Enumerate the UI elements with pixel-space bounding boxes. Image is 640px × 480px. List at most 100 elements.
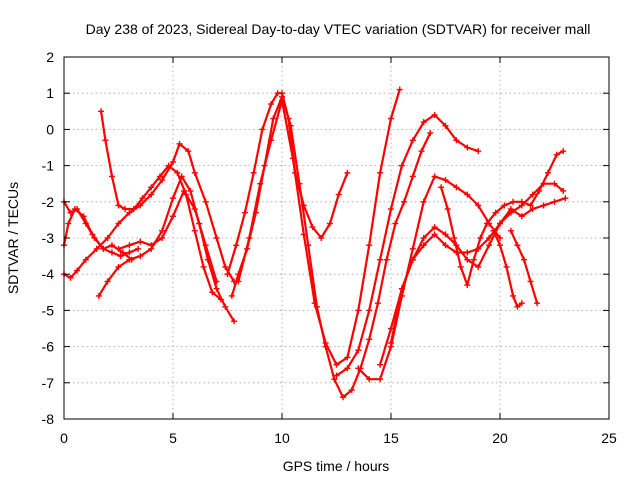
data-point bbox=[518, 213, 525, 220]
y-tick-label: 0 bbox=[46, 121, 54, 137]
data-point bbox=[268, 137, 275, 144]
data-point bbox=[438, 184, 445, 191]
series-arc-10 bbox=[333, 111, 482, 379]
data-point bbox=[333, 361, 340, 368]
data-point bbox=[318, 235, 325, 241]
data-point bbox=[137, 253, 144, 260]
series-line bbox=[237, 88, 401, 366]
data-point bbox=[409, 256, 416, 263]
data-point bbox=[137, 202, 144, 209]
data-point bbox=[187, 187, 194, 194]
data-point bbox=[503, 263, 510, 270]
data-point bbox=[331, 376, 338, 383]
data-point bbox=[486, 242, 493, 249]
data-point bbox=[392, 220, 399, 227]
data-point bbox=[108, 249, 115, 256]
data-point bbox=[126, 249, 133, 256]
data-point bbox=[374, 300, 381, 307]
data-point bbox=[246, 235, 253, 241]
y-tick-label: -5 bbox=[42, 302, 55, 318]
data-point bbox=[71, 206, 78, 213]
data-point bbox=[250, 169, 257, 176]
data-point bbox=[427, 130, 434, 137]
data-point bbox=[366, 242, 373, 249]
data-point bbox=[344, 169, 351, 176]
data-point bbox=[137, 238, 144, 245]
data-point bbox=[126, 256, 133, 263]
data-point bbox=[228, 292, 235, 299]
data-point bbox=[135, 245, 142, 252]
data-point bbox=[333, 372, 340, 379]
data-point bbox=[213, 285, 220, 292]
data-point bbox=[115, 202, 122, 209]
data-point bbox=[527, 278, 534, 285]
data-point bbox=[442, 122, 449, 129]
data-point bbox=[355, 307, 362, 314]
data-point bbox=[514, 303, 521, 310]
data-point bbox=[100, 245, 107, 252]
x-tick-label: 15 bbox=[383, 430, 399, 446]
data-point bbox=[170, 158, 176, 165]
data-point bbox=[98, 108, 105, 115]
data-point bbox=[366, 307, 373, 314]
data-point bbox=[464, 249, 471, 256]
data-point bbox=[235, 278, 242, 285]
series-line bbox=[99, 110, 223, 301]
data-point bbox=[224, 271, 231, 278]
data-point bbox=[139, 195, 146, 202]
data-point bbox=[551, 198, 558, 205]
data-point bbox=[398, 285, 405, 292]
data-point bbox=[122, 206, 129, 213]
x-tick-label: 25 bbox=[601, 430, 617, 446]
data-point bbox=[497, 220, 503, 227]
data-point bbox=[222, 263, 229, 270]
data-point bbox=[409, 173, 416, 180]
data-point bbox=[457, 263, 464, 270]
series-arc-15 bbox=[490, 227, 525, 310]
data-point bbox=[560, 148, 567, 155]
data-point bbox=[311, 300, 318, 307]
data-point bbox=[115, 263, 122, 270]
data-point bbox=[510, 292, 517, 299]
data-point bbox=[300, 231, 307, 238]
data-point bbox=[527, 202, 534, 209]
data-point bbox=[444, 206, 451, 213]
data-point bbox=[483, 220, 490, 227]
data-point bbox=[93, 245, 100, 252]
series-arc-6 bbox=[115, 187, 220, 285]
data-point bbox=[420, 235, 427, 241]
data-point bbox=[501, 202, 508, 209]
data-point bbox=[82, 256, 89, 263]
series-arc-9 bbox=[235, 86, 403, 368]
data-point bbox=[388, 339, 394, 346]
data-point bbox=[174, 169, 181, 176]
data-point bbox=[553, 151, 560, 158]
data-point bbox=[170, 213, 176, 220]
data-point bbox=[126, 242, 133, 249]
data-point bbox=[464, 256, 471, 263]
series-line bbox=[379, 197, 567, 366]
y-tick-label: 1 bbox=[46, 85, 54, 101]
series-arc-14 bbox=[438, 148, 567, 289]
data-point bbox=[355, 347, 362, 354]
data-point bbox=[560, 187, 567, 194]
data-point bbox=[388, 206, 394, 213]
data-point bbox=[377, 169, 384, 176]
data-point bbox=[148, 242, 155, 249]
data-point bbox=[409, 137, 416, 144]
y-tick-label: -4 bbox=[42, 266, 55, 282]
data-point bbox=[148, 191, 155, 198]
data-point bbox=[213, 235, 220, 241]
data-point bbox=[551, 180, 558, 187]
series-line bbox=[335, 113, 480, 377]
y-tick-label: -2 bbox=[42, 194, 55, 210]
data-point bbox=[108, 173, 115, 180]
x-tick-label: 0 bbox=[60, 430, 68, 446]
data-point bbox=[130, 206, 137, 213]
data-point bbox=[279, 97, 285, 104]
data-point bbox=[335, 191, 342, 198]
data-point bbox=[340, 394, 347, 401]
series-line bbox=[357, 175, 502, 381]
data-point bbox=[464, 144, 471, 151]
